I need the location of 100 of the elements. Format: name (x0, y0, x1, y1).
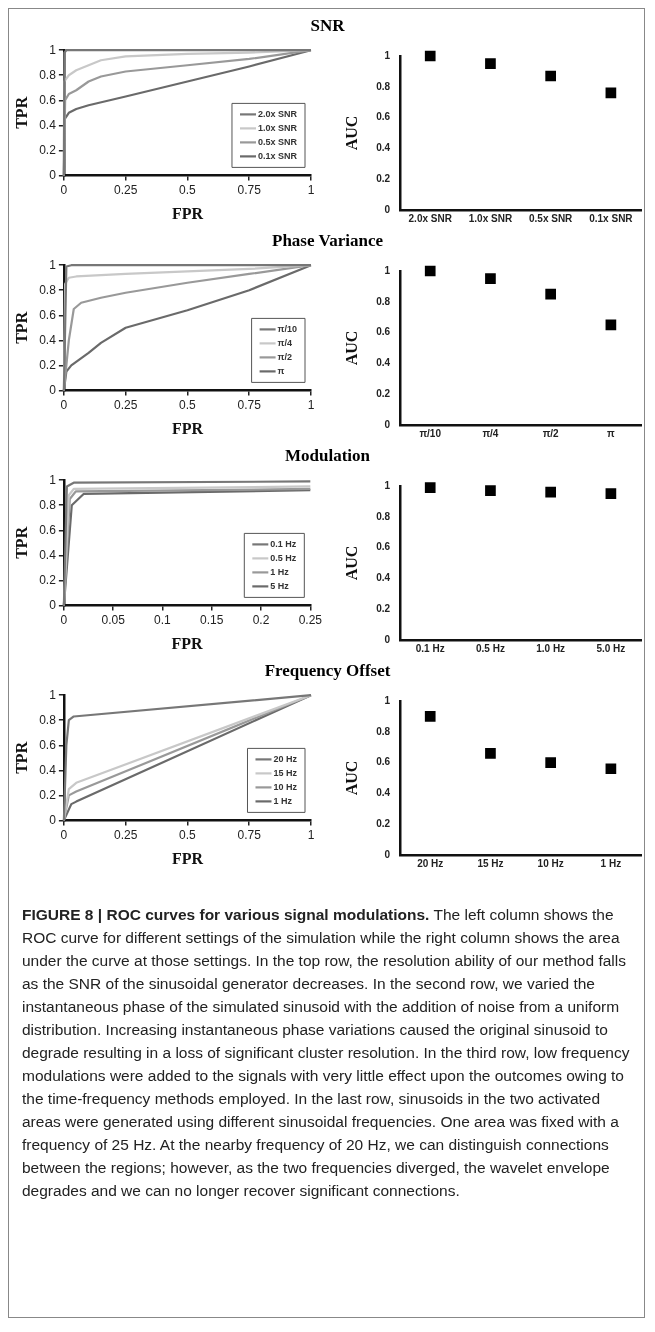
x-tick-label: 20 Hz (417, 857, 444, 869)
x-tick-label: 0.5 (179, 182, 197, 197)
y-tick-label: 0.6 (376, 326, 391, 338)
y-tick-label: 0.8 (39, 497, 57, 512)
y-tick-label: 0.6 (39, 92, 57, 107)
y-tick-label: 1 (49, 42, 57, 57)
legend-label: 1.0x SNR (257, 122, 298, 133)
x-tick-label: 0 (60, 827, 68, 842)
y-tick-label: 0.4 (376, 572, 391, 584)
y-axis-title: TPR (12, 741, 30, 774)
y-tick-label: 0 (49, 597, 57, 612)
legend-label: 0.5x SNR (257, 136, 298, 147)
y-tick-label: 0 (384, 203, 391, 215)
x-tick-label: 1 (307, 182, 315, 197)
chart-title: Phase Variance (271, 231, 384, 251)
legend-label: 0.1x SNR (257, 150, 298, 161)
y-tick-label: 0.2 (39, 572, 57, 587)
y-tick-label: 0.2 (39, 787, 57, 802)
y-tick-label: 0.8 (376, 80, 391, 92)
y-tick-label: 0.2 (376, 817, 391, 829)
legend-label: 5 Hz (270, 580, 290, 591)
y-tick-label: 0.4 (39, 332, 57, 347)
y-tick-label: 0.2 (376, 172, 391, 184)
y-tick-label: 1 (384, 264, 391, 276)
y-tick-label: 0 (384, 633, 391, 645)
y-tick-label: 0.6 (376, 541, 391, 553)
x-tick-label: 0.5 (179, 397, 197, 412)
x-tick-label: 0.5 (179, 827, 197, 842)
legend-label: π (277, 365, 285, 376)
x-tick-label: π/2 (542, 427, 560, 439)
x-tick-label: 0.75 (237, 182, 262, 197)
legend-label: 2.0x SNR (257, 108, 298, 119)
y-tick-label: 0.4 (376, 142, 391, 154)
y-tick-label: 0.8 (39, 67, 57, 82)
x-tick-label: 1.0 Hz (536, 642, 566, 654)
y-tick-label: 0.4 (39, 117, 57, 132)
x-tick-label: 0.2 (252, 612, 270, 627)
x-tick-label: 0.1 (154, 612, 172, 627)
y-tick-label: 0.8 (39, 712, 57, 727)
x-tick-label: 0.1x SNR (589, 212, 634, 224)
y-axis-title: TPR (12, 526, 30, 559)
y-tick-label: 0.2 (376, 387, 391, 399)
legend-label: 0.1 Hz (270, 538, 297, 549)
x-tick-label: 0.25 (298, 612, 323, 627)
legend-label: π/10 (277, 323, 297, 334)
y-tick-label: 0.2 (39, 357, 57, 372)
y-tick-label: 0.4 (376, 357, 391, 369)
y-tick-label: 0.6 (39, 307, 57, 322)
legend-label: 15 Hz (273, 767, 298, 778)
y-tick-label: 0.4 (376, 787, 391, 799)
x-tick-label: 0 (60, 397, 68, 412)
x-tick-label: 0.5x SNR (528, 212, 574, 224)
y-tick-label: 0.6 (376, 111, 391, 123)
x-tick-label: 0.25 (113, 182, 138, 197)
y-axis-title: AUC (342, 330, 360, 366)
chart-title: Frequency Offset (263, 661, 392, 681)
y-axis-title: TPR (12, 311, 30, 344)
y-axis-title: AUC (342, 760, 360, 796)
y-tick-label: 0.6 (39, 737, 57, 752)
legend-label: 1 Hz (273, 795, 293, 806)
y-tick-label: 1 (384, 49, 391, 61)
x-tick-label: π/10 (419, 427, 442, 439)
y-tick-label: 1 (49, 687, 57, 702)
caption: FIGURE 8 | ROC curves for various signal modulations. (22, 906, 430, 923)
x-tick-label: 0.75 (237, 397, 262, 412)
y-tick-label: 0.6 (39, 522, 57, 537)
y-tick-label: 0.8 (39, 282, 57, 297)
x-tick-label: 0.25 (113, 397, 138, 412)
legend-label: 1 Hz (270, 566, 290, 577)
x-tick-label: 1.0x SNR (468, 212, 513, 224)
x-tick-label: π/4 (482, 427, 499, 439)
x-tick-label: 0.75 (237, 827, 262, 842)
y-tick-label: 1 (384, 694, 391, 706)
chart-title: Modulation (284, 446, 371, 466)
y-tick-label: 0.2 (39, 142, 57, 157)
x-tick-label: 5.0 Hz (596, 642, 626, 654)
legend-label: 0.5 Hz (270, 552, 297, 563)
x-tick-label: π (607, 427, 616, 439)
x-tick-label: 0.5 Hz (475, 642, 505, 654)
x-tick-label: 0.05 (101, 612, 126, 627)
x-tick-label: 1 (307, 397, 315, 412)
x-tick-label: 1 (307, 827, 315, 842)
y-tick-label: 0 (49, 167, 57, 182)
x-tick-label: 0 (60, 612, 68, 627)
y-axis-title: AUC (342, 545, 360, 581)
y-tick-label: 1 (49, 257, 57, 272)
x-tick-label: 0.15 (200, 612, 224, 627)
y-tick-label: 0 (384, 418, 391, 430)
x-tick-label: 2.0x SNR (408, 212, 453, 224)
x-tick-label: 15 Hz (477, 857, 504, 869)
x-axis-title: FPR (171, 849, 204, 867)
x-tick-label: 0.1 Hz (415, 642, 445, 654)
y-axis-title: TPR (12, 96, 30, 129)
y-tick-label: 1 (384, 479, 391, 491)
legend-label: 20 Hz (273, 753, 298, 764)
chart-title: SNR (309, 16, 346, 36)
legend-label: π/4 (277, 337, 292, 348)
y-tick-label: 0.8 (376, 725, 391, 737)
legend-label: π/2 (277, 351, 292, 362)
x-tick-label: 0 (60, 182, 68, 197)
